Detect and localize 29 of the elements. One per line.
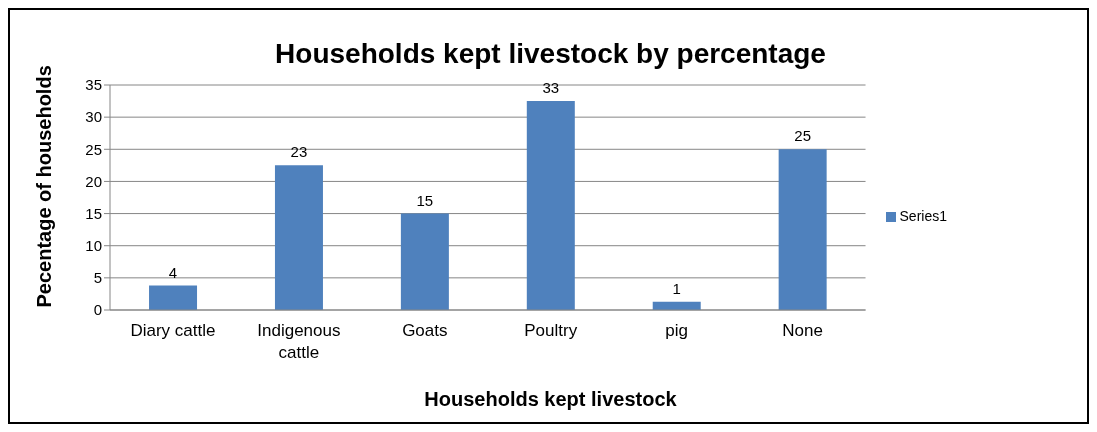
x-axis-title: Households kept livestock	[423, 388, 678, 411]
chart-title: Households kept livestock by percentage	[275, 38, 826, 69]
y-tick-label: 20	[85, 172, 102, 190]
x-tick-label: Poultry	[524, 321, 578, 340]
x-tick-label: Goats	[402, 321, 448, 340]
bar	[526, 101, 575, 310]
bar	[274, 165, 323, 310]
x-tick-label: Diary cattle	[130, 321, 216, 340]
y-tick-label: 30	[85, 108, 102, 126]
y-tick-label: 0	[93, 301, 102, 319]
y-tick-label: 25	[85, 140, 102, 158]
y-tick-label: 10	[85, 237, 102, 255]
data-label: 1	[672, 279, 681, 297]
y-tick-label: 5	[93, 269, 102, 287]
data-label: 4	[168, 263, 178, 281]
y-tick-label: 15	[85, 204, 102, 222]
data-label: 23	[290, 143, 308, 161]
data-label: 33	[542, 79, 560, 97]
x-tick-label: pig	[665, 321, 688, 340]
data-label: 25	[794, 127, 811, 145]
y-tick-label: 35	[85, 76, 102, 94]
bar	[149, 285, 198, 310]
data-label: 15	[416, 191, 434, 209]
x-tick-label: Indigenous cattle	[257, 321, 341, 362]
bar	[400, 213, 449, 310]
x-tick-label: None	[782, 321, 823, 340]
legend-label: Series1	[899, 208, 947, 224]
bar	[778, 149, 827, 310]
y-axis-title: Pecentage of households	[33, 65, 56, 308]
